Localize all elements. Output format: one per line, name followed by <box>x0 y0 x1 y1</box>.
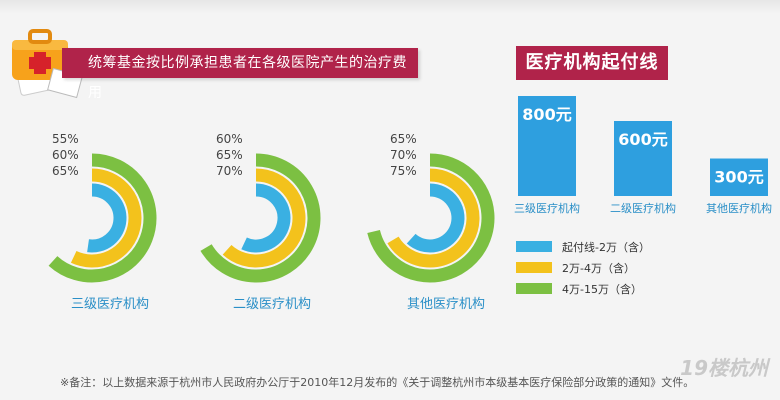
legend-swatch-3 <box>516 283 552 294</box>
ring-group-1-label-1: 55% <box>52 132 79 146</box>
legend-label-1: 起付线-2万（含） <box>562 240 650 254</box>
ring-group-1-label-2: 60% <box>52 148 79 162</box>
bar-value-label-2: 600元 <box>618 130 667 149</box>
ring-group-2-label-3: 70% <box>216 164 243 178</box>
bar-3 <box>710 158 768 196</box>
bar-value-label-1: 800元 <box>522 105 571 124</box>
legend-item-2: 2万-4万（含） <box>516 257 650 278</box>
bar-category-label-2: 二级医疗机构 <box>610 201 676 215</box>
legend: 起付线-2万（含） 2万-4万（含） 4万-15万（含） <box>516 236 650 299</box>
footnote: ※备注：以上数据来源于杭州市人民政府办公厅于2010年12月发布的《关于调整杭州… <box>60 376 695 389</box>
legend-label-2: 2万-4万（含） <box>562 261 635 275</box>
bar-value-label-3: 300元 <box>714 168 763 187</box>
bar-2 <box>614 121 672 196</box>
legend-swatch-2 <box>516 262 552 273</box>
bar-category-label-3: 其他医疗机构 <box>706 201 772 215</box>
ring-group-3-label-1: 65% <box>390 132 417 146</box>
legend-label-3: 4万-15万（含） <box>562 282 642 296</box>
ring-arc-g2-s2 <box>222 168 306 268</box>
ring-arc-g3-s3 <box>367 153 495 283</box>
ring-arc-g1-s1 <box>87 183 127 253</box>
ring-group-3-label-3: 75% <box>390 164 417 178</box>
ring-arc-g1-s2 <box>70 168 142 268</box>
ring-group-2-label-2: 65% <box>216 148 243 162</box>
legend-item-1: 起付线-2万（含） <box>516 236 650 257</box>
bar-1 <box>518 96 576 196</box>
ring-group-2-name: 二级医疗机构 <box>232 297 311 312</box>
top-band <box>0 0 780 14</box>
medical-kit-icon <box>12 29 83 99</box>
legend-swatch-1 <box>516 241 552 252</box>
ring-arc-g3-s1 <box>406 183 465 253</box>
ring-arc-g1-s3 <box>48 153 157 283</box>
ring-group-1-label-3: 65% <box>52 164 79 178</box>
ring-arc-g3-s2 <box>387 168 480 268</box>
bar-chart-title: 医疗机构起付线 <box>516 46 668 80</box>
bar-category-label-1: 三级医疗机构 <box>514 201 580 215</box>
ring-group-3-label-2: 70% <box>390 148 417 162</box>
ring-chart <box>48 153 495 283</box>
watermark-logo: 19楼杭州 <box>680 356 768 380</box>
ring-arc-g2-s3 <box>200 153 321 283</box>
ring-group-3-name: 其他医疗机构 <box>406 297 485 312</box>
legend-item-3: 4万-15万（含） <box>516 278 650 299</box>
ring-group-1-name: 三级医疗机构 <box>70 297 149 312</box>
page-title: 统筹基金按比例承担患者在各级医院产生的治疗费用 <box>62 48 418 101</box>
ring-arc-g2-s1 <box>241 183 291 253</box>
ring-group-2-label-1: 60% <box>216 132 243 146</box>
